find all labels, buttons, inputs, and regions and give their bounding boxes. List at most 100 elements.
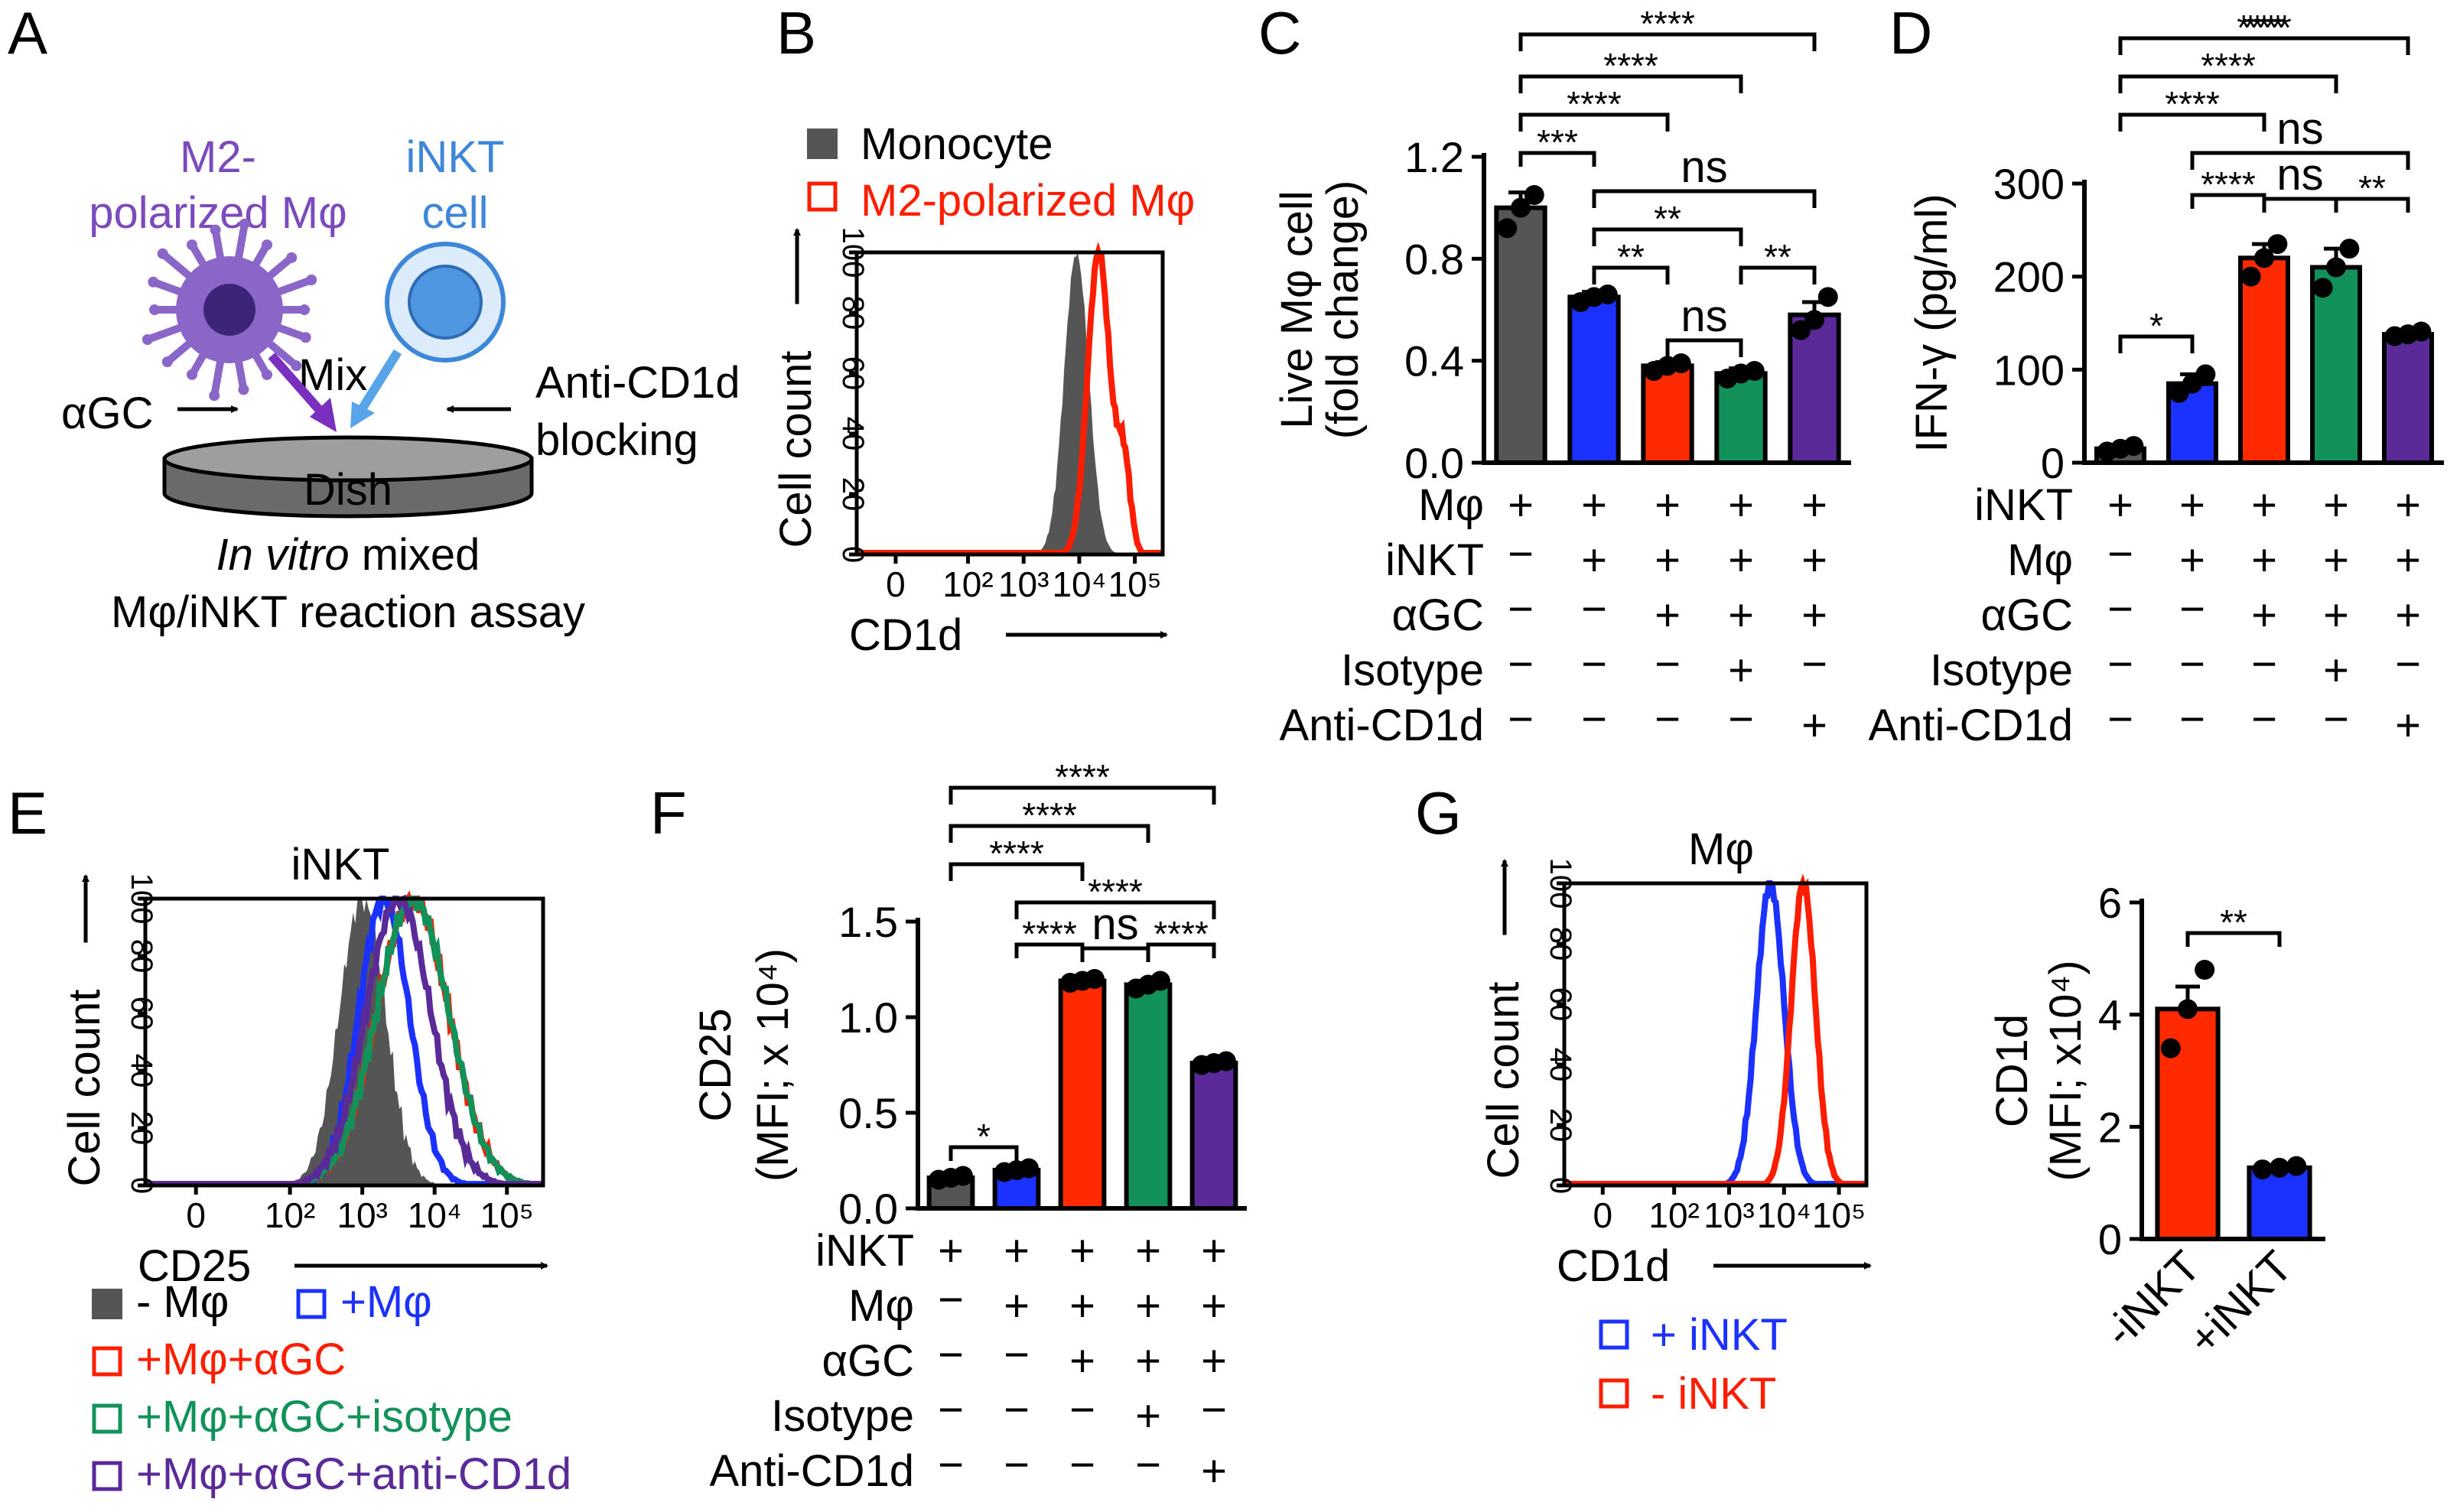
c-cond-3-3: + — [1728, 645, 1754, 695]
caption-line2: Mφ/iNKT reaction assay — [111, 587, 585, 637]
c-point-3 — [1744, 361, 1765, 381]
b-xtick-label: 10³ — [998, 564, 1049, 604]
c-cond-3-1: − — [1581, 639, 1607, 689]
c-row-label-2: αGC — [1391, 590, 1484, 640]
caption-line1: In vitro mixed — [216, 530, 480, 580]
e-ytick-label: 0 — [125, 1177, 158, 1194]
c-sig-label-6: ** — [1654, 199, 1681, 239]
d-cond-2-2: + — [2251, 590, 2277, 640]
legend-swatch-isotype — [92, 1403, 122, 1434]
legend-monocyte: Monocyte — [861, 119, 1053, 169]
d-bar-4 — [2381, 332, 2435, 465]
legend-m2: M2-polarized Mφ — [861, 176, 1195, 226]
g2-sig-label-0: ** — [2220, 902, 2247, 942]
g2-point-1 — [2286, 1156, 2307, 1176]
panel-a-schematic: M2- polarized Mφ iNKT cell Mix αGC Anti-… — [61, 132, 740, 637]
d-cond-4-2: − — [2251, 694, 2277, 744]
g1-xtick-label: 10⁵ — [1812, 1195, 1866, 1235]
m2-label-line1: M2- — [180, 132, 256, 182]
d-sig-label-4: ns — [2276, 104, 2323, 154]
d-bar-2 — [2237, 255, 2291, 465]
legend-plus-mphi: +Mφ — [340, 1277, 432, 1327]
f-cond-0-2: + — [1069, 1226, 1095, 1276]
d-cond-4-3: − — [2323, 694, 2349, 744]
legend-swatch-plus-inkt — [1599, 1319, 1629, 1350]
f-sig-label-4: **** — [1088, 872, 1143, 912]
legend-plus-inkt: + iNKT — [1651, 1310, 1788, 1360]
f-row-label-0: iNKT — [815, 1226, 914, 1276]
e-ytick-label: 80 — [125, 939, 158, 974]
legend-minus-inkt: - iNKT — [1651, 1369, 1776, 1419]
d-cond-2-3: + — [2323, 590, 2349, 640]
c-cond-2-0: − — [1508, 584, 1534, 634]
d-sig-bracket-6 — [2118, 74, 2338, 93]
e-xtick-label: 10³ — [337, 1195, 387, 1235]
d-cond-0-4: + — [2395, 480, 2421, 530]
g2-ytick-label: 2 — [2098, 1103, 2122, 1151]
f-sig-label-0: * — [977, 1117, 991, 1156]
g2-point-0 — [2195, 960, 2215, 980]
c-cond-1-4: + — [1801, 535, 1827, 585]
inkt-cell-icon — [385, 242, 506, 363]
f-cond-2-3: + — [1135, 1336, 1161, 1386]
d-sig-label-5: **** — [2165, 84, 2220, 124]
d-sig-bracket-3 — [2334, 197, 2410, 213]
c-ylabel-1: (fold change) — [1318, 180, 1368, 440]
d-cond-1-2: + — [2251, 535, 2277, 585]
macrophage-spike-tip — [239, 218, 250, 229]
d-row-label-2: αGC — [1980, 590, 2073, 640]
c-cond-1-0: − — [1508, 529, 1534, 579]
macrophage-spike-tip — [300, 332, 311, 343]
d-cond-0-3: + — [2323, 480, 2349, 530]
f-ylabel-1: (MFI; x 10⁴) — [748, 948, 798, 1182]
c-cond-0-2: + — [1655, 480, 1681, 530]
f-cond-0-4: + — [1201, 1226, 1227, 1276]
f-sig-label-2: ns — [1092, 899, 1138, 949]
e-xtick-label: 10² — [265, 1195, 315, 1235]
inkt-label-line2: cell — [421, 188, 488, 238]
c-sig-bracket-2 — [1518, 74, 1743, 93]
c-bar-0 — [1494, 205, 1547, 465]
c-sig-label-3: **** — [1640, 4, 1695, 44]
f-sig-label-6: **** — [1022, 795, 1077, 835]
c-sig-label-4: ns — [1681, 142, 1727, 192]
c-point-1 — [1597, 285, 1618, 304]
f-sig-bracket-3 — [1146, 942, 1216, 958]
c-point-0 — [1524, 185, 1544, 205]
f-sig-bracket-2 — [1080, 946, 1150, 962]
f-sig-bracket-4 — [1014, 900, 1216, 919]
macrophage-spike-tip — [187, 239, 197, 251]
f-cond-1-2: + — [1069, 1281, 1095, 1331]
c-sig-label-5: ** — [1617, 237, 1645, 277]
mix-arrowhead-blue — [350, 402, 375, 428]
f-cond-4-3: − — [1135, 1440, 1161, 1490]
dish-icon — [162, 435, 534, 519]
c-cond-4-3: − — [1728, 694, 1754, 744]
d-point-0 — [2123, 436, 2144, 457]
d-cond-1-0: − — [2107, 529, 2133, 579]
b-xlabel: CD1d — [849, 610, 962, 660]
f-row-label-3: Isotype — [771, 1391, 914, 1441]
f-cond-3-0: − — [938, 1385, 964, 1435]
g1-xtick-label: 10² — [1648, 1195, 1699, 1235]
d-cond-2-0: − — [2107, 584, 2133, 634]
g2-ylabel-1: (MFI; x10⁴) — [2041, 960, 2091, 1181]
g1-xtick-label: 10⁴ — [1757, 1195, 1811, 1235]
c-ytick-label: 0.4 — [1404, 337, 1464, 385]
f-cond-3-1: − — [1004, 1385, 1030, 1435]
panel-letter-d: D — [1889, 0, 1932, 67]
anti-label-line1: Anti-CD1d — [535, 358, 740, 408]
d-point-2 — [2240, 266, 2261, 287]
f-point-0 — [952, 1166, 973, 1186]
d-cond-2-1: − — [2179, 584, 2205, 634]
g1-ytick-label: 40 — [1544, 1048, 1577, 1082]
f-row-label-4: Anti-CD1d — [709, 1446, 914, 1496]
d-point-3 — [2312, 278, 2333, 298]
f-ytick-label: 0.0 — [838, 1185, 898, 1233]
c-sig-label-8: ** — [1764, 237, 1791, 277]
f-cond-1-0: − — [938, 1275, 964, 1325]
panel-b-histogram: Monocyte M2-polarized Mφ 0 20 40 60 80 100 0 10… — [771, 119, 1195, 660]
macrophage-spike-tip — [209, 390, 220, 402]
f-cond-4-0: − — [938, 1440, 964, 1490]
